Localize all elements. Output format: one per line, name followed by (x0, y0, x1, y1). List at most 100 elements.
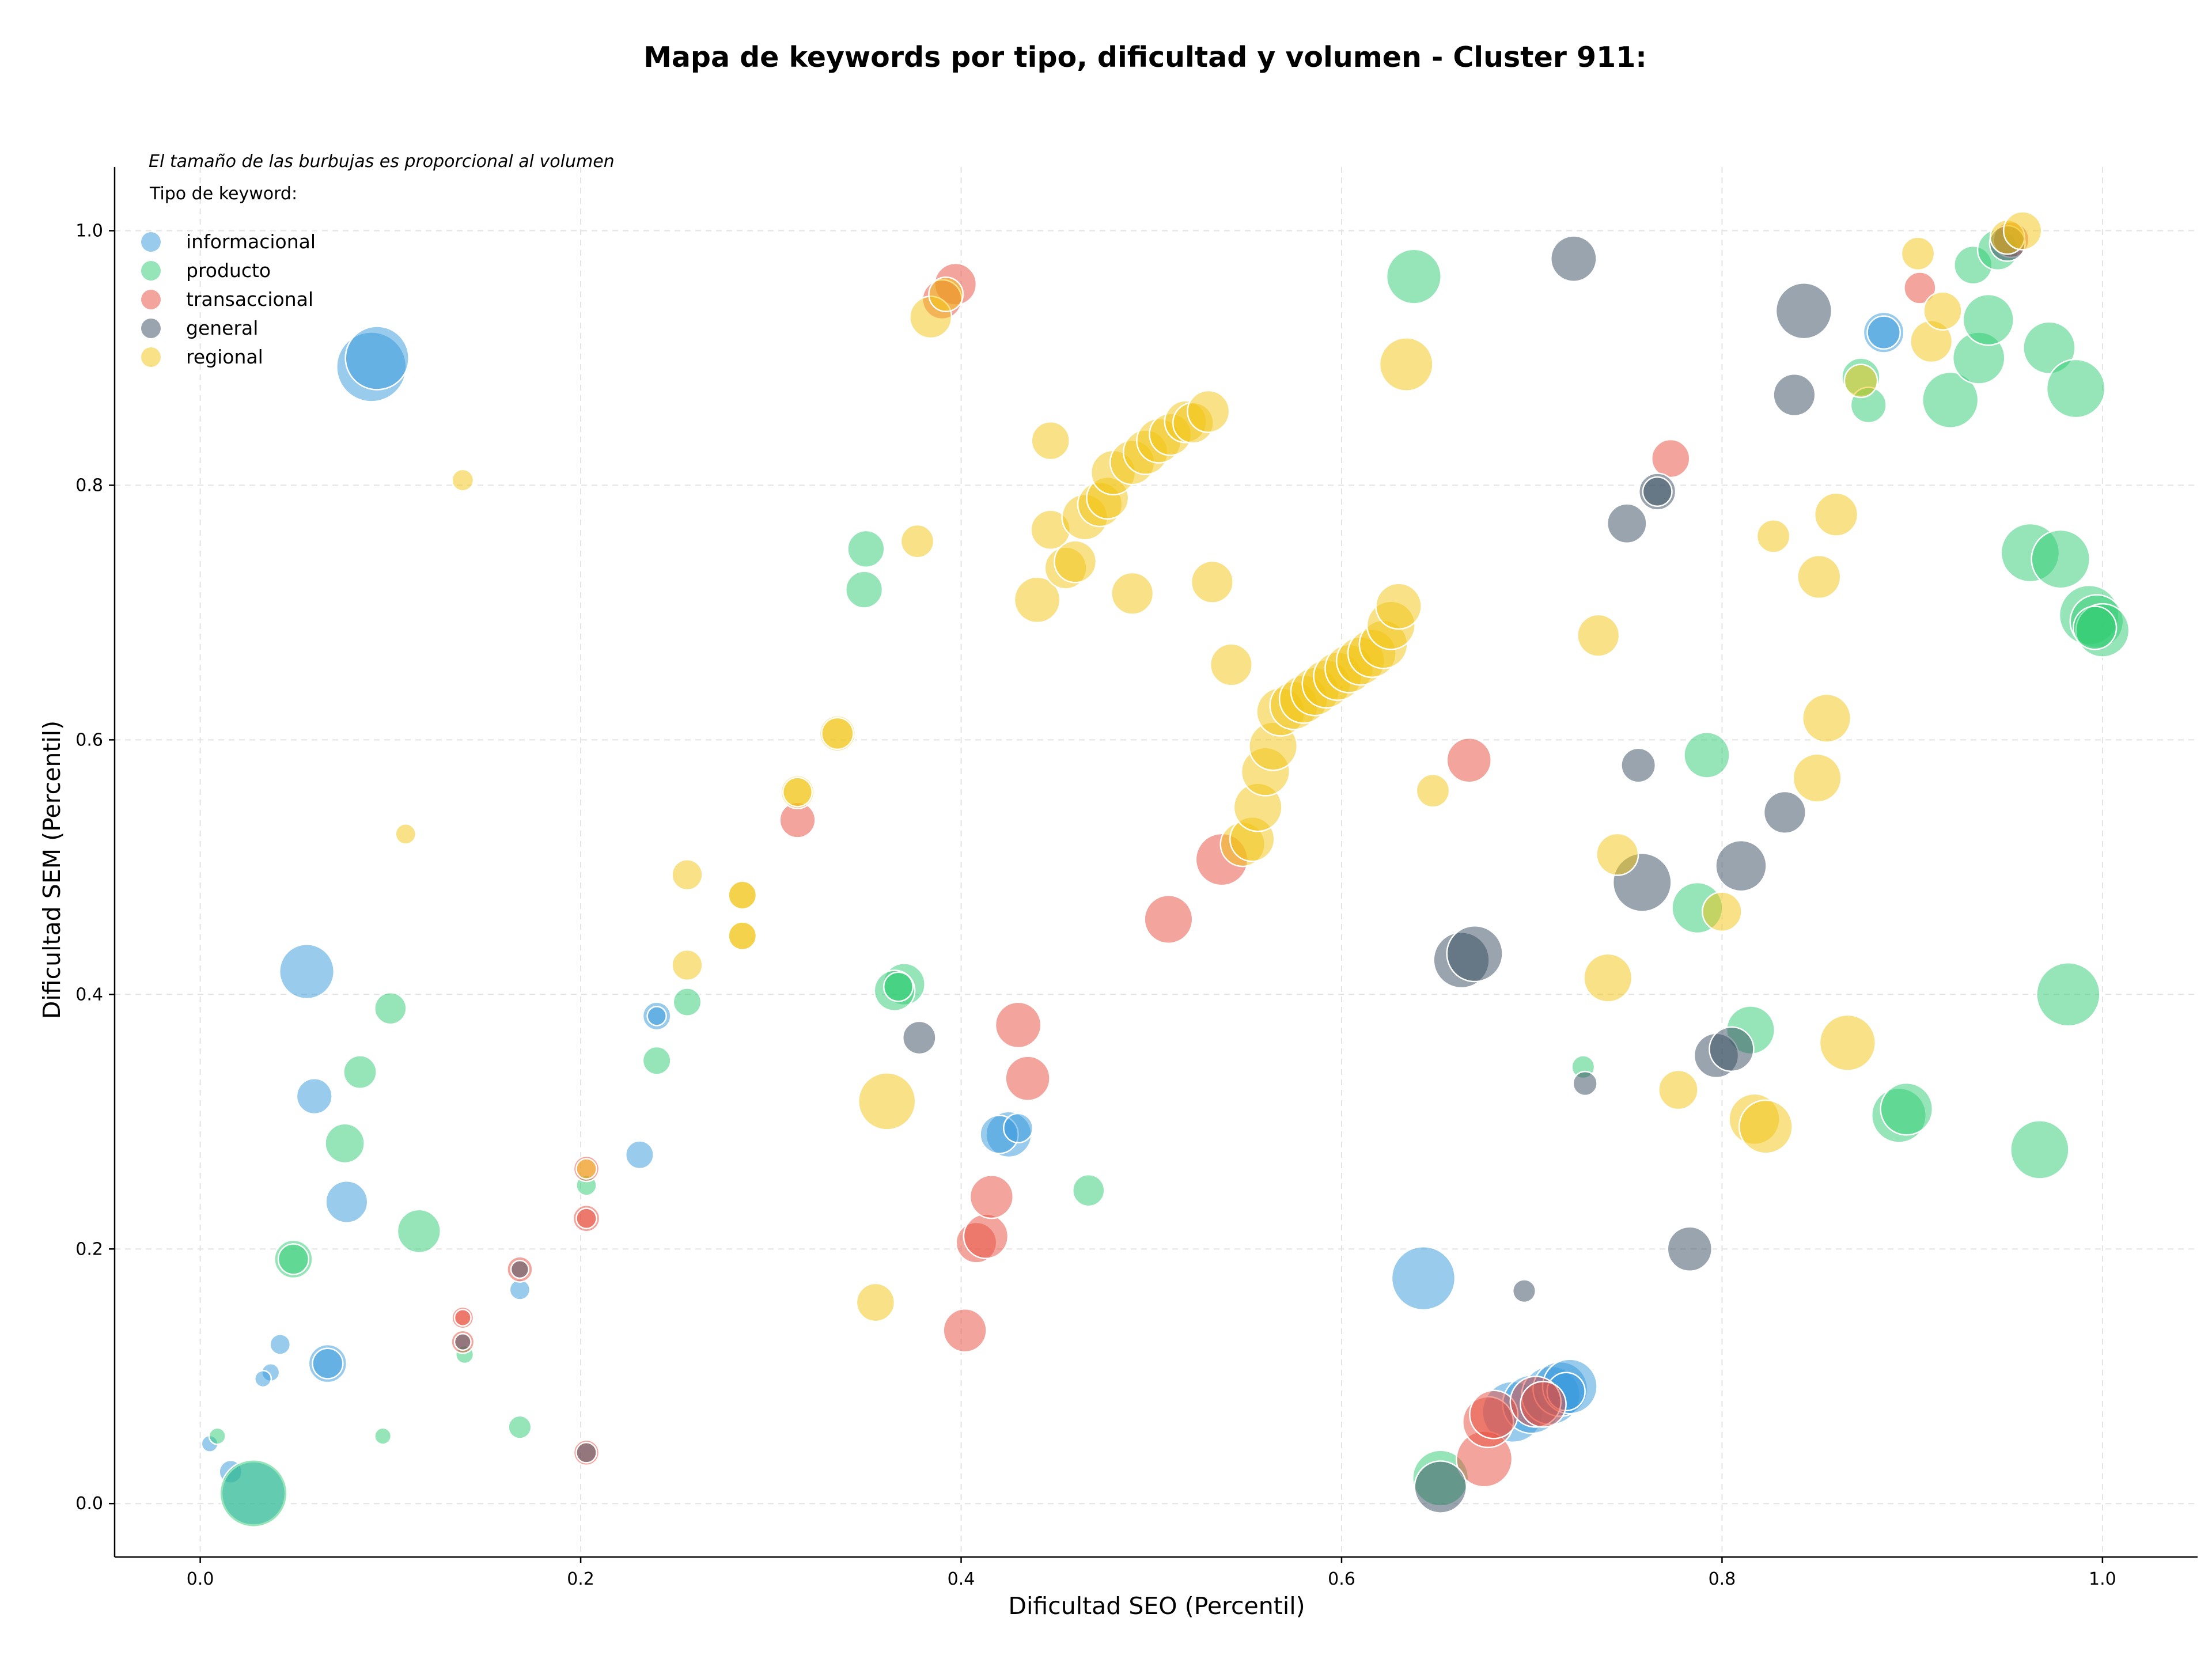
x-tick-label: 1.0 (2089, 1569, 2116, 1589)
bubble-general (902, 1020, 937, 1055)
legend-items: informacional producto transaccional genera… (141, 230, 316, 368)
y-tick-label: 0.6 (75, 730, 103, 750)
bubble-regional (671, 858, 703, 891)
bubble-regional (1187, 389, 1230, 433)
bubble-general (1709, 1026, 1755, 1073)
bubble-regional (671, 949, 703, 982)
bubble-regional (855, 1282, 896, 1323)
x-tick-label: 0.0 (187, 1569, 214, 1589)
bubble-producto (219, 1459, 288, 1528)
bubble-producto (2010, 1120, 2070, 1180)
legend-label-regional: regional (186, 346, 263, 368)
bubble-regional (1013, 576, 1061, 624)
bubble-producto (374, 1427, 392, 1445)
legend-item-transaccional: transaccional (141, 288, 313, 310)
bubble-regional (1923, 291, 1963, 331)
bubble-regional (1900, 236, 1936, 271)
bubble-producto (396, 1209, 442, 1253)
bubble-transaccional (1143, 894, 1194, 944)
bubble-general (453, 1333, 472, 1351)
bubble-general (1763, 790, 1806, 834)
legend-marker-general (141, 319, 161, 338)
bubble-general (1512, 1279, 1537, 1304)
bubble-regional (1843, 363, 1878, 399)
y-tick-label: 1.0 (75, 221, 103, 241)
bubble-regional (1819, 1014, 1877, 1071)
bubble-transaccional (453, 1309, 472, 1327)
bubble-producto (374, 991, 407, 1025)
x-tick-label: 0.4 (948, 1569, 975, 1589)
bubble-regional (1375, 582, 1422, 630)
legend-marker-transaccional (141, 290, 161, 309)
bubble-informacional (624, 1140, 654, 1170)
bubble-regional (1738, 1099, 1793, 1154)
bubble-transaccional (1005, 1055, 1051, 1101)
bubble-informacional (312, 1347, 344, 1380)
legend-marker-informacional (141, 232, 161, 252)
legend: Tipo de keyword: informacional producto tr… (141, 184, 316, 368)
bubble-regional (728, 880, 757, 910)
legend-item-regional: regional (141, 346, 263, 368)
bubble-producto (1922, 371, 1979, 429)
bubble-regional (782, 776, 813, 808)
y-tick-label: 0.0 (75, 1494, 103, 1514)
bubble-regional (1031, 421, 1070, 461)
bubble-producto (208, 1427, 226, 1445)
bubble-producto (672, 987, 702, 1017)
bubble-layer (200, 211, 2130, 1528)
bubble-regional (900, 524, 935, 559)
bubble-producto (882, 971, 914, 1002)
bubble-regional (1802, 693, 1852, 743)
bubble-regional (857, 1072, 916, 1131)
bubble-producto (2073, 605, 2118, 650)
bubble-transaccional (963, 1213, 1009, 1259)
bubble-producto (1385, 248, 1442, 305)
bubble-producto (324, 1123, 365, 1164)
legend-label-producto: producto (186, 259, 271, 282)
y-axis-label: Dificultad SEM (Percentil) (38, 721, 66, 1019)
bubble-transaccional (575, 1207, 597, 1230)
legend-item-general: general (141, 317, 258, 339)
bubble-general (1715, 839, 1767, 892)
bubble-informacional (1391, 1245, 1456, 1311)
bubble-regional (1583, 953, 1633, 1003)
bubble-regional (1378, 337, 1434, 392)
bubble-regional (1756, 518, 1791, 554)
bubble-regional (575, 1158, 597, 1180)
bubble-regional (1190, 560, 1234, 604)
bubble-regional (821, 717, 854, 751)
bubble-regional (1596, 832, 1639, 876)
bubble-producto (2022, 321, 2076, 375)
bubble-producto (507, 1415, 532, 1440)
axes-layer: 0.0 0.2 0.4 0.6 0.8 1.0 0.0 0.2 0.4 0.6 0.8 1.0 (75, 167, 2198, 1589)
x-tick-label: 0.6 (1328, 1569, 1355, 1589)
bubble-producto (2036, 962, 2101, 1027)
bubble-regional (1702, 891, 1743, 933)
bubble-regional (451, 468, 475, 492)
bubble-producto (343, 1055, 377, 1089)
bubble-producto (2031, 529, 2091, 589)
bubble-regional (1658, 1069, 1699, 1111)
bubble-regional (1577, 613, 1620, 657)
y-tick-label: 0.8 (75, 475, 103, 495)
series-regional (395, 211, 2043, 1323)
bubble-producto (1072, 1173, 1105, 1207)
legend-item-informacional: informacional (141, 230, 316, 253)
bubble-regional (1111, 571, 1154, 615)
bubble-transaccional (1520, 1380, 1567, 1428)
bubble-producto (2046, 358, 2106, 419)
bubble-size-note: El tamaño de las burbujas es proporciona… (149, 151, 615, 172)
bubble-transaccional (969, 1175, 1014, 1219)
chart-title: Mapa de keywords por tipo, dificultad y … (643, 41, 1647, 74)
legend-label-transaccional: transaccional (186, 288, 313, 310)
bubble-producto (277, 1243, 310, 1275)
legend-marker-producto (141, 261, 161, 281)
bubble-producto (1962, 293, 2014, 346)
legend-label-general: general (186, 317, 258, 339)
bubble-regional (2002, 211, 2043, 251)
bubble-producto (844, 570, 884, 609)
bubble-general (1666, 1226, 1713, 1272)
bubble-general (1606, 503, 1647, 544)
